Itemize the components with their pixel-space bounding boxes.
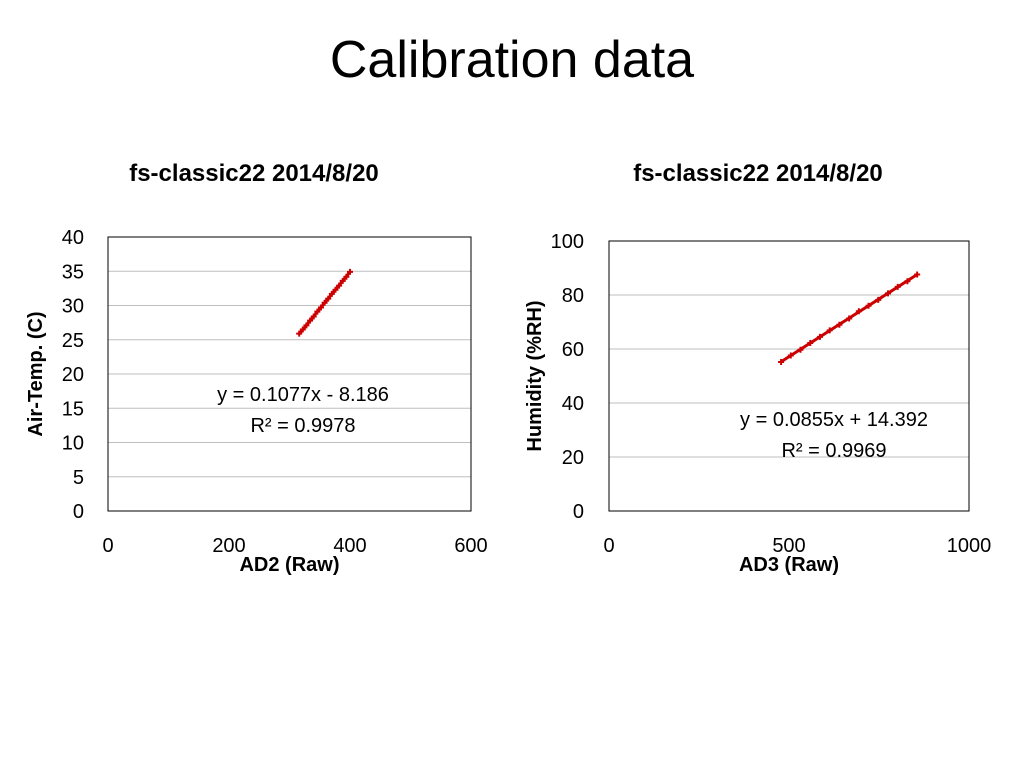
humidity-data-point [904,278,911,285]
temp-y-tick-label: 10 [62,433,84,455]
humidity-y-tick-label: 100 [551,231,584,253]
temp-y-tick-label: 0 [73,501,84,523]
temp-x-tick-label: 400 [333,535,366,557]
temp-x-axis-label: AD2 (Raw) [239,554,339,576]
humidity-data-point [778,358,785,365]
temp-data-point [332,286,339,293]
humidity-data-point [885,290,891,297]
humidity-data-point [787,352,794,359]
humidity-data-point [797,346,804,353]
temp-data-point [328,290,335,297]
temp-trendline-equation: y = 0.1077x - 8.186 [217,384,389,406]
temp-x-tick-label: 600 [454,535,487,557]
humidity-x-tick-label: 0 [603,535,614,557]
humidity-y-tick-label: 80 [562,285,584,307]
humidity-data-point [865,302,872,309]
humidity-data-point [914,271,921,278]
temp-y-tick-label: 20 [62,364,84,386]
temp-data-point [347,268,353,275]
humidity-data-point [807,340,814,347]
temp-y-tick-label: 25 [62,330,84,352]
temp-data-point [336,282,343,289]
temp-y-tick-label: 30 [62,296,84,318]
humidity-trendline-equation: y = 0.0855x + 14.392 [740,409,928,431]
slide-title: Calibration data [329,31,695,89]
temp-plot-frame [107,236,472,512]
temp-y-tick-label: 15 [62,398,84,420]
temp-data-point [296,330,303,337]
temp-x-tick-label: 200 [212,535,245,557]
temp-y-tick-label: 5 [73,467,84,489]
humidity-data-point [846,315,853,322]
temp-data-point [303,322,310,329]
temp-data-point [339,277,346,284]
temp-y-tick-label: 40 [62,227,84,249]
humidity-y-axis-label: Humidity (%RH) [524,300,546,451]
humidity-y-tick-label: 60 [562,339,584,361]
humidity-y-tick-label: 0 [573,501,584,523]
humidity-data-point [826,327,833,334]
humidity-y-tick-label: 40 [562,393,584,415]
temp-x-tick-label: 0 [102,535,113,557]
humidity-r-squared: R² = 0.9969 [781,440,886,462]
humidity-x-tick-label: 500 [772,535,805,557]
humidity-data-point [894,283,901,290]
humidity-data-point [816,333,823,340]
temp-y-tick-label: 35 [62,261,84,283]
temp-data-point [321,299,328,306]
humidity-chart-title: fs-classic22 2014/8/20 [633,160,883,187]
temp-r-squared: R² = 0.9978 [250,415,355,437]
humidity-y-tick-label: 20 [562,447,584,469]
temp-y-axis-label: Air-Temp. (C) [25,311,47,436]
humidity-plot-frame [608,240,970,512]
temp-data-point [325,295,332,302]
temp-data-point [317,304,324,311]
temp-chart-title: fs-classic22 2014/8/20 [129,160,379,187]
temp-data-point [307,317,314,324]
temp-data-point [310,313,317,320]
humidity-x-axis-label: AD3 (Raw) [739,554,839,576]
humidity-data-point [875,296,882,303]
temp-data-point [299,326,306,333]
humidity-data-point [836,321,843,328]
temp-data-point [343,273,350,280]
humidity-x-tick-label: 1000 [947,535,992,557]
humidity-data-point [855,308,862,315]
temp-data-point [314,308,321,315]
